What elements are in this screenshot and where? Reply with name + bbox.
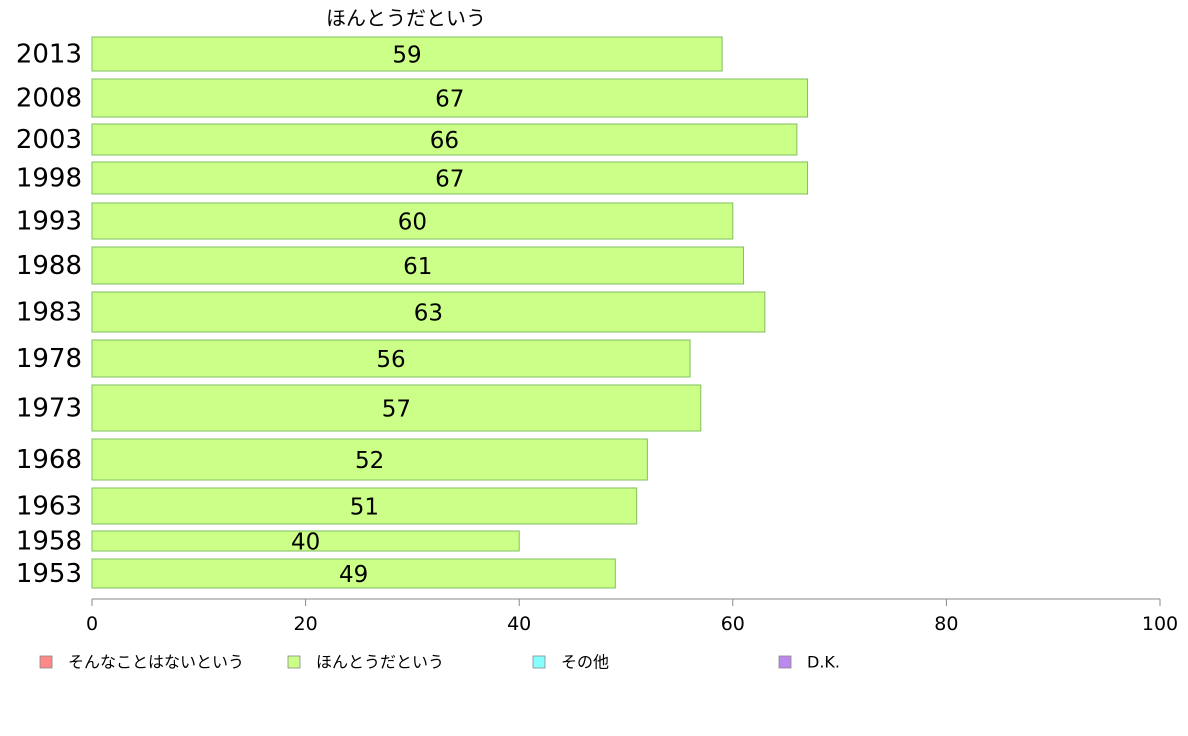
value-label-1988: 61 xyxy=(403,254,432,280)
bar-1953 xyxy=(91,558,616,589)
x-tick-label-100: 100 xyxy=(1142,613,1178,635)
bar-1973 xyxy=(91,384,702,432)
category-label-1983: 1983 xyxy=(16,298,82,328)
category-label-1988: 1988 xyxy=(16,251,82,281)
category-label-1978: 1978 xyxy=(16,344,82,374)
bar-2003 xyxy=(91,123,798,156)
legend-swatch-2 xyxy=(287,655,301,669)
x-tick-label-60: 60 xyxy=(721,613,745,635)
bar-1978 xyxy=(91,339,691,378)
legend-label-4: D.K. xyxy=(807,653,840,672)
legend-label-3: その他 xyxy=(561,653,609,672)
bar-1998 xyxy=(91,161,809,195)
bars-group: 2013 59 2008 67 2003 66 1998 67 1993 60 1988 61 1983… xyxy=(16,36,809,589)
value-label-1998: 67 xyxy=(435,167,464,193)
category-label-1958: 1958 xyxy=(16,527,82,557)
x-tick-label-40: 40 xyxy=(507,613,531,635)
value-label-1973: 57 xyxy=(382,397,411,423)
category-label-1963: 1963 xyxy=(16,492,82,522)
x-tick-label-0: 0 xyxy=(86,613,98,635)
category-label-1953: 1953 xyxy=(16,559,82,589)
bar-2008 xyxy=(91,78,809,118)
value-label-2003: 66 xyxy=(430,128,459,154)
value-label-1993: 60 xyxy=(398,210,427,236)
legend-swatch-3 xyxy=(532,655,546,669)
legend-label-1: そんなことはないという xyxy=(68,653,244,672)
value-label-1968: 52 xyxy=(355,448,384,474)
value-label-1958: 40 xyxy=(291,530,320,556)
value-label-1963: 51 xyxy=(350,495,379,521)
bar-1963 xyxy=(91,487,638,525)
bar-1988 xyxy=(91,246,744,285)
x-axis: 0 20 40 60 80 100 xyxy=(86,598,1178,635)
chart-title: ほんとうだという xyxy=(326,6,486,30)
x-tick-label-80: 80 xyxy=(934,613,958,635)
legend-swatch-1 xyxy=(39,655,53,669)
value-label-1983: 63 xyxy=(414,301,443,327)
legend-swatch-4 xyxy=(778,655,792,669)
legend-label-2: ほんとうだという xyxy=(316,653,444,672)
bar-2013 xyxy=(91,36,723,72)
category-label-1968: 1968 xyxy=(16,445,82,475)
x-tick-label-20: 20 xyxy=(294,613,318,635)
category-label-1993: 1993 xyxy=(16,207,82,237)
value-label-2013: 59 xyxy=(392,43,421,69)
bar-1958 xyxy=(91,530,520,552)
bar-1983 xyxy=(91,291,766,333)
category-label-2003: 2003 xyxy=(16,125,82,155)
category-label-2013: 2013 xyxy=(16,40,82,70)
value-label-1953: 49 xyxy=(339,562,368,588)
value-label-2008: 67 xyxy=(435,87,464,113)
category-label-1998: 1998 xyxy=(16,164,82,194)
legend: そんなことはないという ほんとうだという その他 D.K. xyxy=(39,653,840,672)
bar-1968 xyxy=(91,438,648,481)
category-label-2008: 2008 xyxy=(16,84,82,114)
bar-1993 xyxy=(91,202,734,240)
category-label-1973: 1973 xyxy=(16,394,82,424)
value-label-1978: 56 xyxy=(376,347,405,373)
